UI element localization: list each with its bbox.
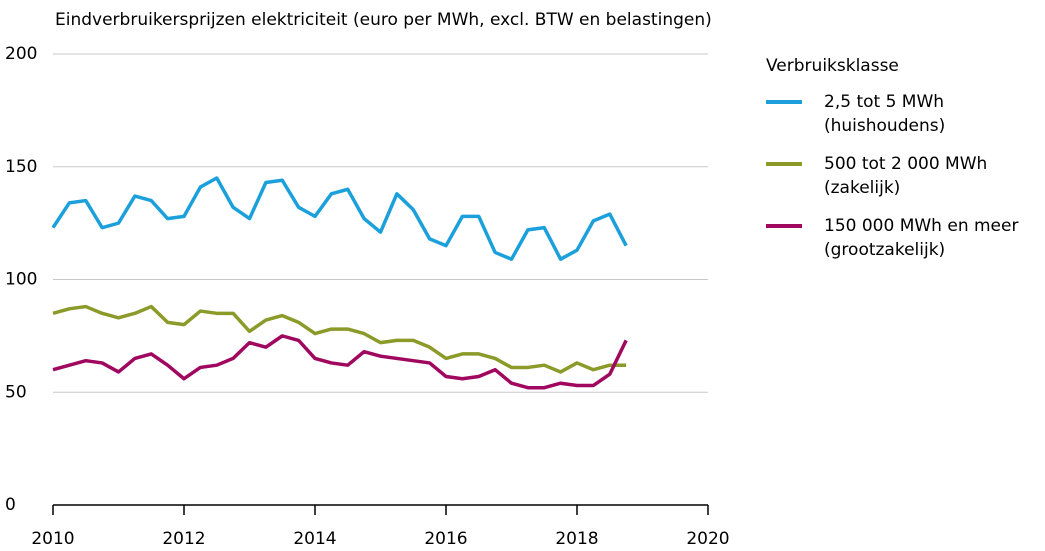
legend-item: 2,5 tot 5 MWh (huishoudens) [766, 90, 1018, 138]
line-series [52, 304, 627, 374]
legend-item: 500 tot 2 000 MWh (zakelijk) [766, 152, 1018, 200]
chart-title: Eindverbruikersprijzen elektriciteit (eu… [55, 10, 712, 30]
legend-item: 150 000 MWh en meer (grootzakelijk) [766, 214, 1018, 262]
legend-label: 150 000 MWh en meer (grootzakelijk) [824, 216, 1019, 260]
y-tick-label: 100 [5, 270, 37, 290]
legend: Verbruiksklasse 2,5 tot 5 MWh (huishoude… [766, 56, 1018, 262]
legend-swatch [766, 100, 802, 104]
legend-swatch [766, 162, 802, 166]
y-tick-label: 50 [5, 382, 27, 402]
x-tick-label: 2018 [555, 529, 598, 549]
legend-title: Verbruiksklasse [766, 56, 899, 76]
line-series [52, 334, 628, 390]
legend-label: 500 tot 2 000 MWh (zakelijk) [824, 154, 988, 198]
x-tick-label: 2010 [31, 529, 74, 549]
y-tick-label: 200 [5, 44, 37, 64]
x-tick-label: 2012 [162, 529, 205, 549]
x-tick-label: 2016 [424, 529, 467, 549]
x-tick-label: 2020 [686, 529, 729, 549]
legend-label: 2,5 tot 5 MWh (huishoudens) [824, 92, 946, 136]
y-tick-label: 150 [5, 157, 37, 177]
x-tick-label: 2014 [293, 529, 336, 549]
legend-swatch [766, 224, 802, 228]
line-series [51, 176, 628, 261]
y-tick-label: 0 [5, 495, 16, 515]
